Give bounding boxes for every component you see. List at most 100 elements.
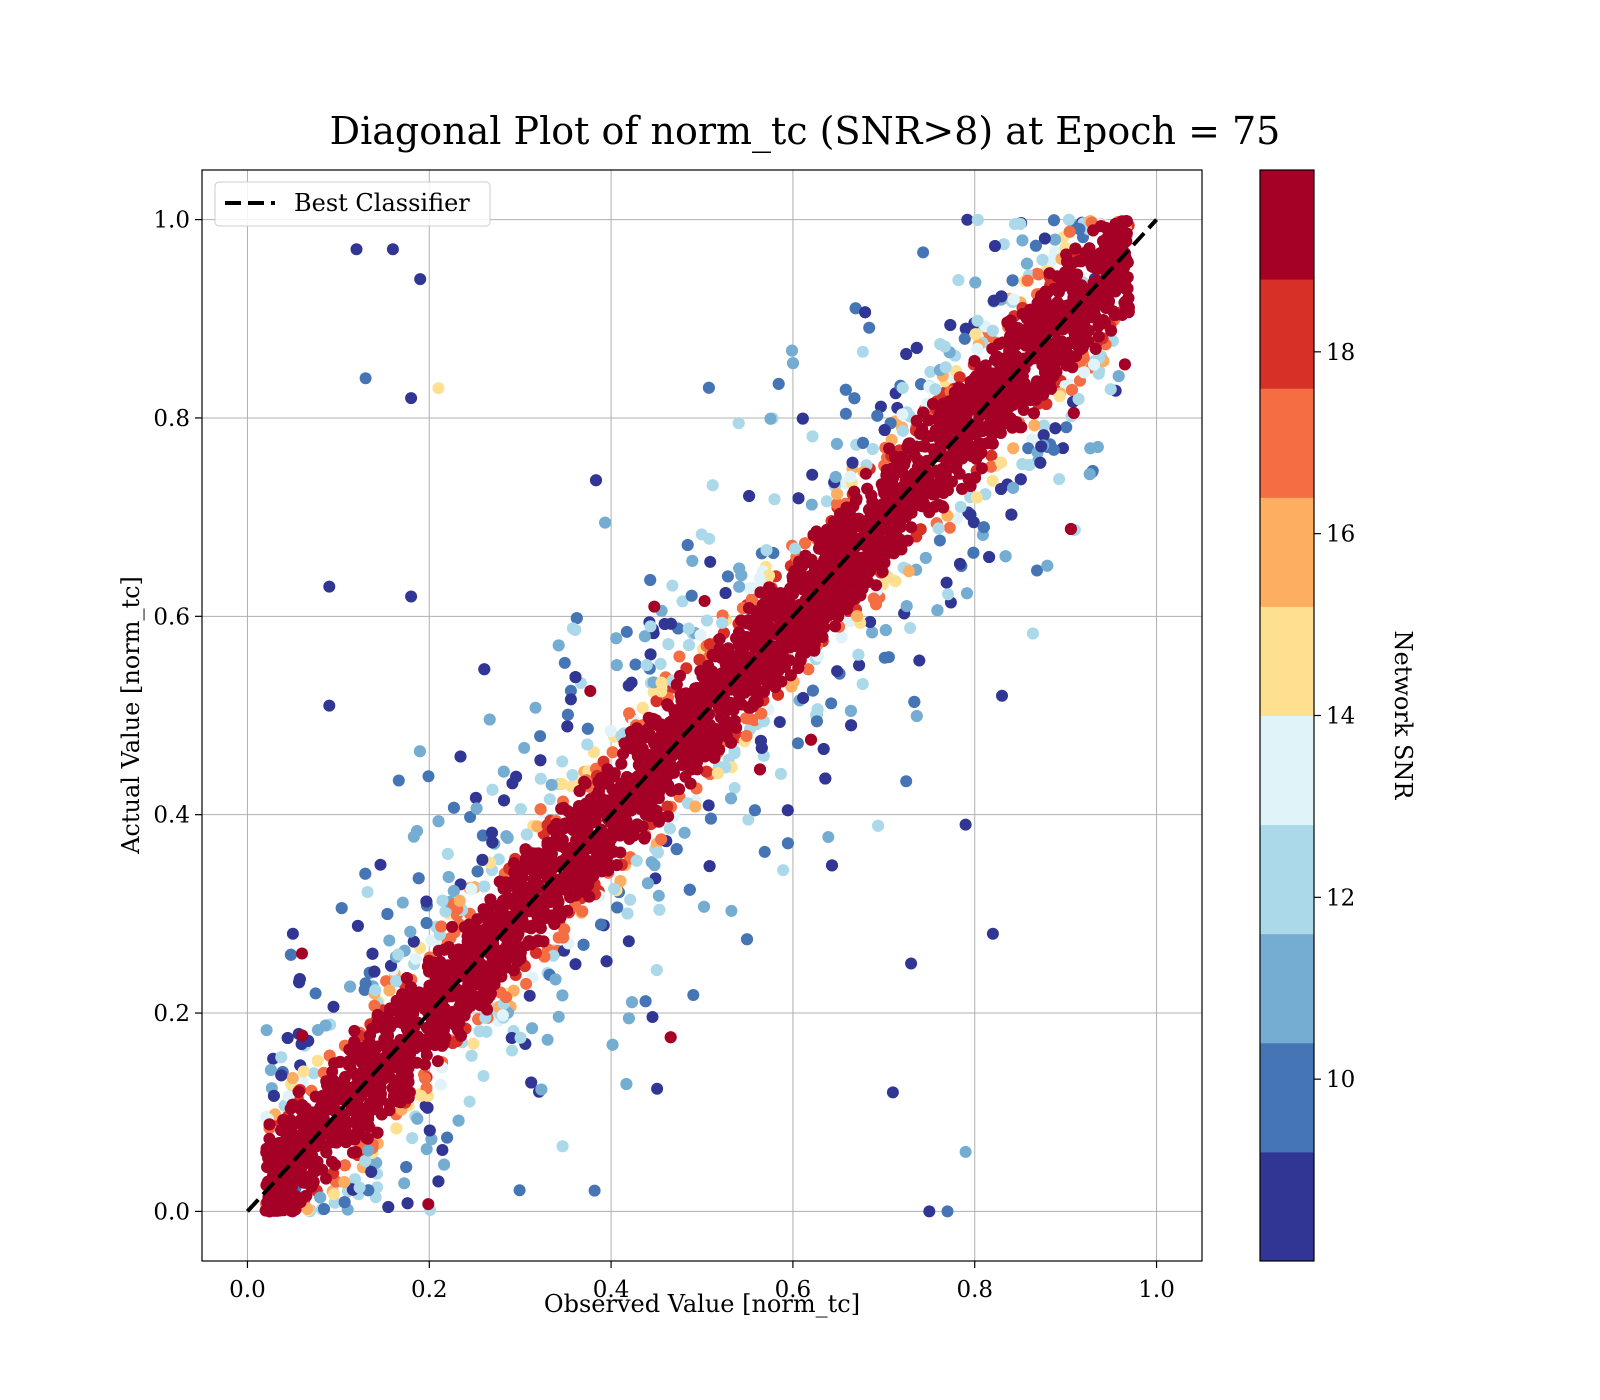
scatter-point [1021, 257, 1033, 270]
scatter-point [463, 1095, 476, 1108]
scatter-point [665, 617, 677, 630]
scatter-point [959, 322, 972, 335]
scatter-point [623, 707, 636, 720]
scatter-point [693, 653, 706, 666]
scatter-point [781, 837, 794, 850]
scatter-point [370, 1156, 383, 1169]
scatter-point [644, 574, 657, 586]
scatter-point [886, 1086, 899, 1099]
scatter-point [1021, 274, 1034, 287]
scatter-point [608, 882, 621, 895]
scatter-point [523, 989, 536, 1002]
scatter-point [421, 1101, 434, 1114]
scatter-point [817, 743, 830, 755]
scatter-point [853, 659, 866, 672]
scatter-point [975, 462, 988, 475]
scatter-point [447, 885, 460, 897]
scatter-point [392, 774, 405, 787]
scatter-point [1112, 370, 1125, 383]
scatter-point [439, 905, 452, 918]
scatter-point [381, 908, 394, 920]
scatter-point [545, 778, 558, 791]
scatter-point [319, 1019, 332, 1032]
scatter-point [878, 424, 891, 436]
scatter-point [1092, 367, 1105, 380]
scatter-point [383, 934, 396, 947]
scatter-point [663, 822, 676, 835]
scatter-point [500, 991, 513, 1004]
scatter-point [365, 1165, 378, 1178]
scatter-point [839, 383, 852, 396]
scatter-point [327, 1000, 340, 1013]
scatter-point [835, 631, 848, 644]
scatter-point [760, 544, 773, 557]
scatter-point [436, 894, 449, 907]
scatter-point [872, 819, 885, 832]
scatter-point [622, 679, 635, 692]
scatter-point [380, 975, 393, 988]
scatter-point [630, 854, 643, 867]
scatter-point [733, 580, 746, 593]
scatter-point [996, 689, 1008, 702]
scatter-point [359, 372, 372, 385]
scatter-point [743, 712, 756, 725]
scatter-point [942, 588, 954, 601]
scatter-point [932, 522, 945, 535]
scatter-point [557, 931, 570, 944]
scatter-point [999, 550, 1012, 563]
scatter-point [1088, 358, 1101, 371]
scatter-point [606, 746, 619, 759]
scatter-point [496, 1009, 509, 1022]
scatter-point [866, 626, 879, 639]
scatter-point [685, 589, 698, 602]
scatter-point [755, 707, 768, 720]
scatter-point [514, 803, 527, 816]
scatter-point [811, 703, 824, 716]
scatter-point [362, 1144, 375, 1157]
scatter-point [661, 800, 674, 813]
scatter-point [1014, 473, 1027, 486]
scatter-point [648, 859, 661, 872]
scatter-point [286, 927, 299, 940]
scatter-point [264, 1064, 277, 1076]
scatter-point [648, 600, 661, 613]
scatter-point [902, 565, 915, 578]
scatter-point [506, 1044, 518, 1057]
scatter-point [923, 1205, 936, 1218]
scatter-point [471, 865, 484, 878]
scatter-point [953, 467, 966, 480]
scatter-point [681, 539, 694, 551]
scatter-point [931, 604, 944, 617]
scatter-point [569, 958, 582, 971]
scatter-point [275, 1051, 288, 1064]
scatter-point [1053, 390, 1066, 403]
scatter-point [640, 659, 653, 672]
scatter-point [781, 804, 794, 817]
scatter-point [786, 344, 798, 357]
scatter-point [622, 1012, 635, 1025]
scatter-point [896, 408, 909, 421]
scatter-point [822, 831, 835, 843]
scatter-point [476, 853, 489, 866]
scatter-point [432, 1175, 445, 1188]
scatter-point [1005, 508, 1018, 521]
scatter-point [518, 741, 531, 754]
scatter-point [638, 630, 651, 643]
scatter-point [846, 456, 859, 469]
scatter-point [987, 294, 1000, 307]
scatter-point [819, 772, 832, 785]
scatter-point [799, 537, 811, 550]
scatter-point [964, 508, 977, 521]
scatter-point [678, 826, 691, 839]
scatter-point [383, 984, 396, 997]
scatter-point [543, 793, 556, 806]
scatter-point [422, 1198, 435, 1211]
scatter-point [839, 407, 852, 420]
scatter-point [420, 917, 433, 929]
scatter-point [323, 580, 336, 593]
scatter-point [683, 883, 696, 896]
scatter-point [1083, 468, 1096, 481]
scatter-point [353, 1181, 366, 1194]
scatter-point [959, 1145, 972, 1158]
scatter-point [687, 989, 700, 1001]
